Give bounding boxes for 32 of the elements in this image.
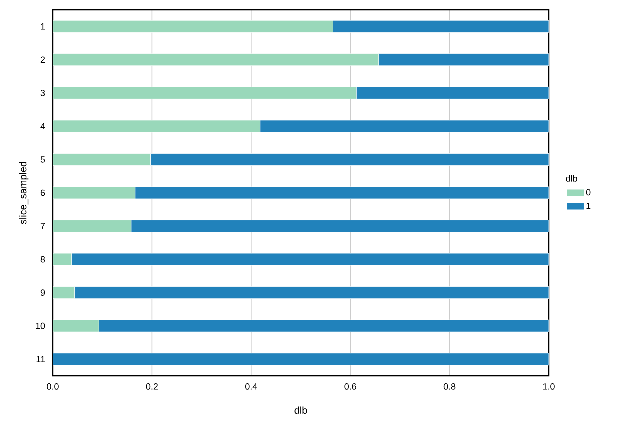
x-tick-label: 0.2 — [146, 384, 158, 390]
legend-label: 0 — [586, 189, 591, 196]
bar — [53, 120, 261, 133]
bar — [53, 353, 550, 366]
x-tick-label: 0.6 — [344, 384, 356, 390]
y-tick-label: 5 — [40, 156, 46, 163]
y-tick-label: 7 — [40, 223, 46, 230]
bar — [53, 186, 136, 200]
y-axis-title: slice_sampled — [19, 162, 29, 224]
x-tick-label: 1.0 — [543, 384, 555, 390]
y-tick-label: 4 — [40, 123, 46, 130]
y-tick-label: 3 — [40, 90, 46, 96]
y-tick-label: 10 — [36, 322, 46, 330]
y-tick-label: 8 — [40, 256, 46, 263]
y-tick-label: 11 — [36, 356, 46, 362]
bar — [53, 54, 380, 66]
x-tick-label: 0.0 — [47, 384, 59, 390]
y-tick-label: 9 — [40, 290, 46, 296]
x-tick-label: 0.4 — [246, 384, 258, 390]
y-tick-label: 6 — [40, 190, 46, 196]
bar — [53, 154, 151, 166]
bar — [53, 286, 76, 300]
x-tick-label: 0.8 — [444, 384, 456, 390]
bar — [53, 86, 357, 100]
x-axis-title: dlb — [294, 406, 308, 414]
y-tick-label: 1 — [41, 24, 46, 30]
legend-title: dlb — [566, 175, 578, 182]
y-tick-label: 2 — [40, 56, 46, 64]
bar — [53, 320, 100, 332]
bar — [53, 20, 334, 33]
legend-label: 1 — [586, 203, 591, 210]
bar — [53, 220, 132, 232]
